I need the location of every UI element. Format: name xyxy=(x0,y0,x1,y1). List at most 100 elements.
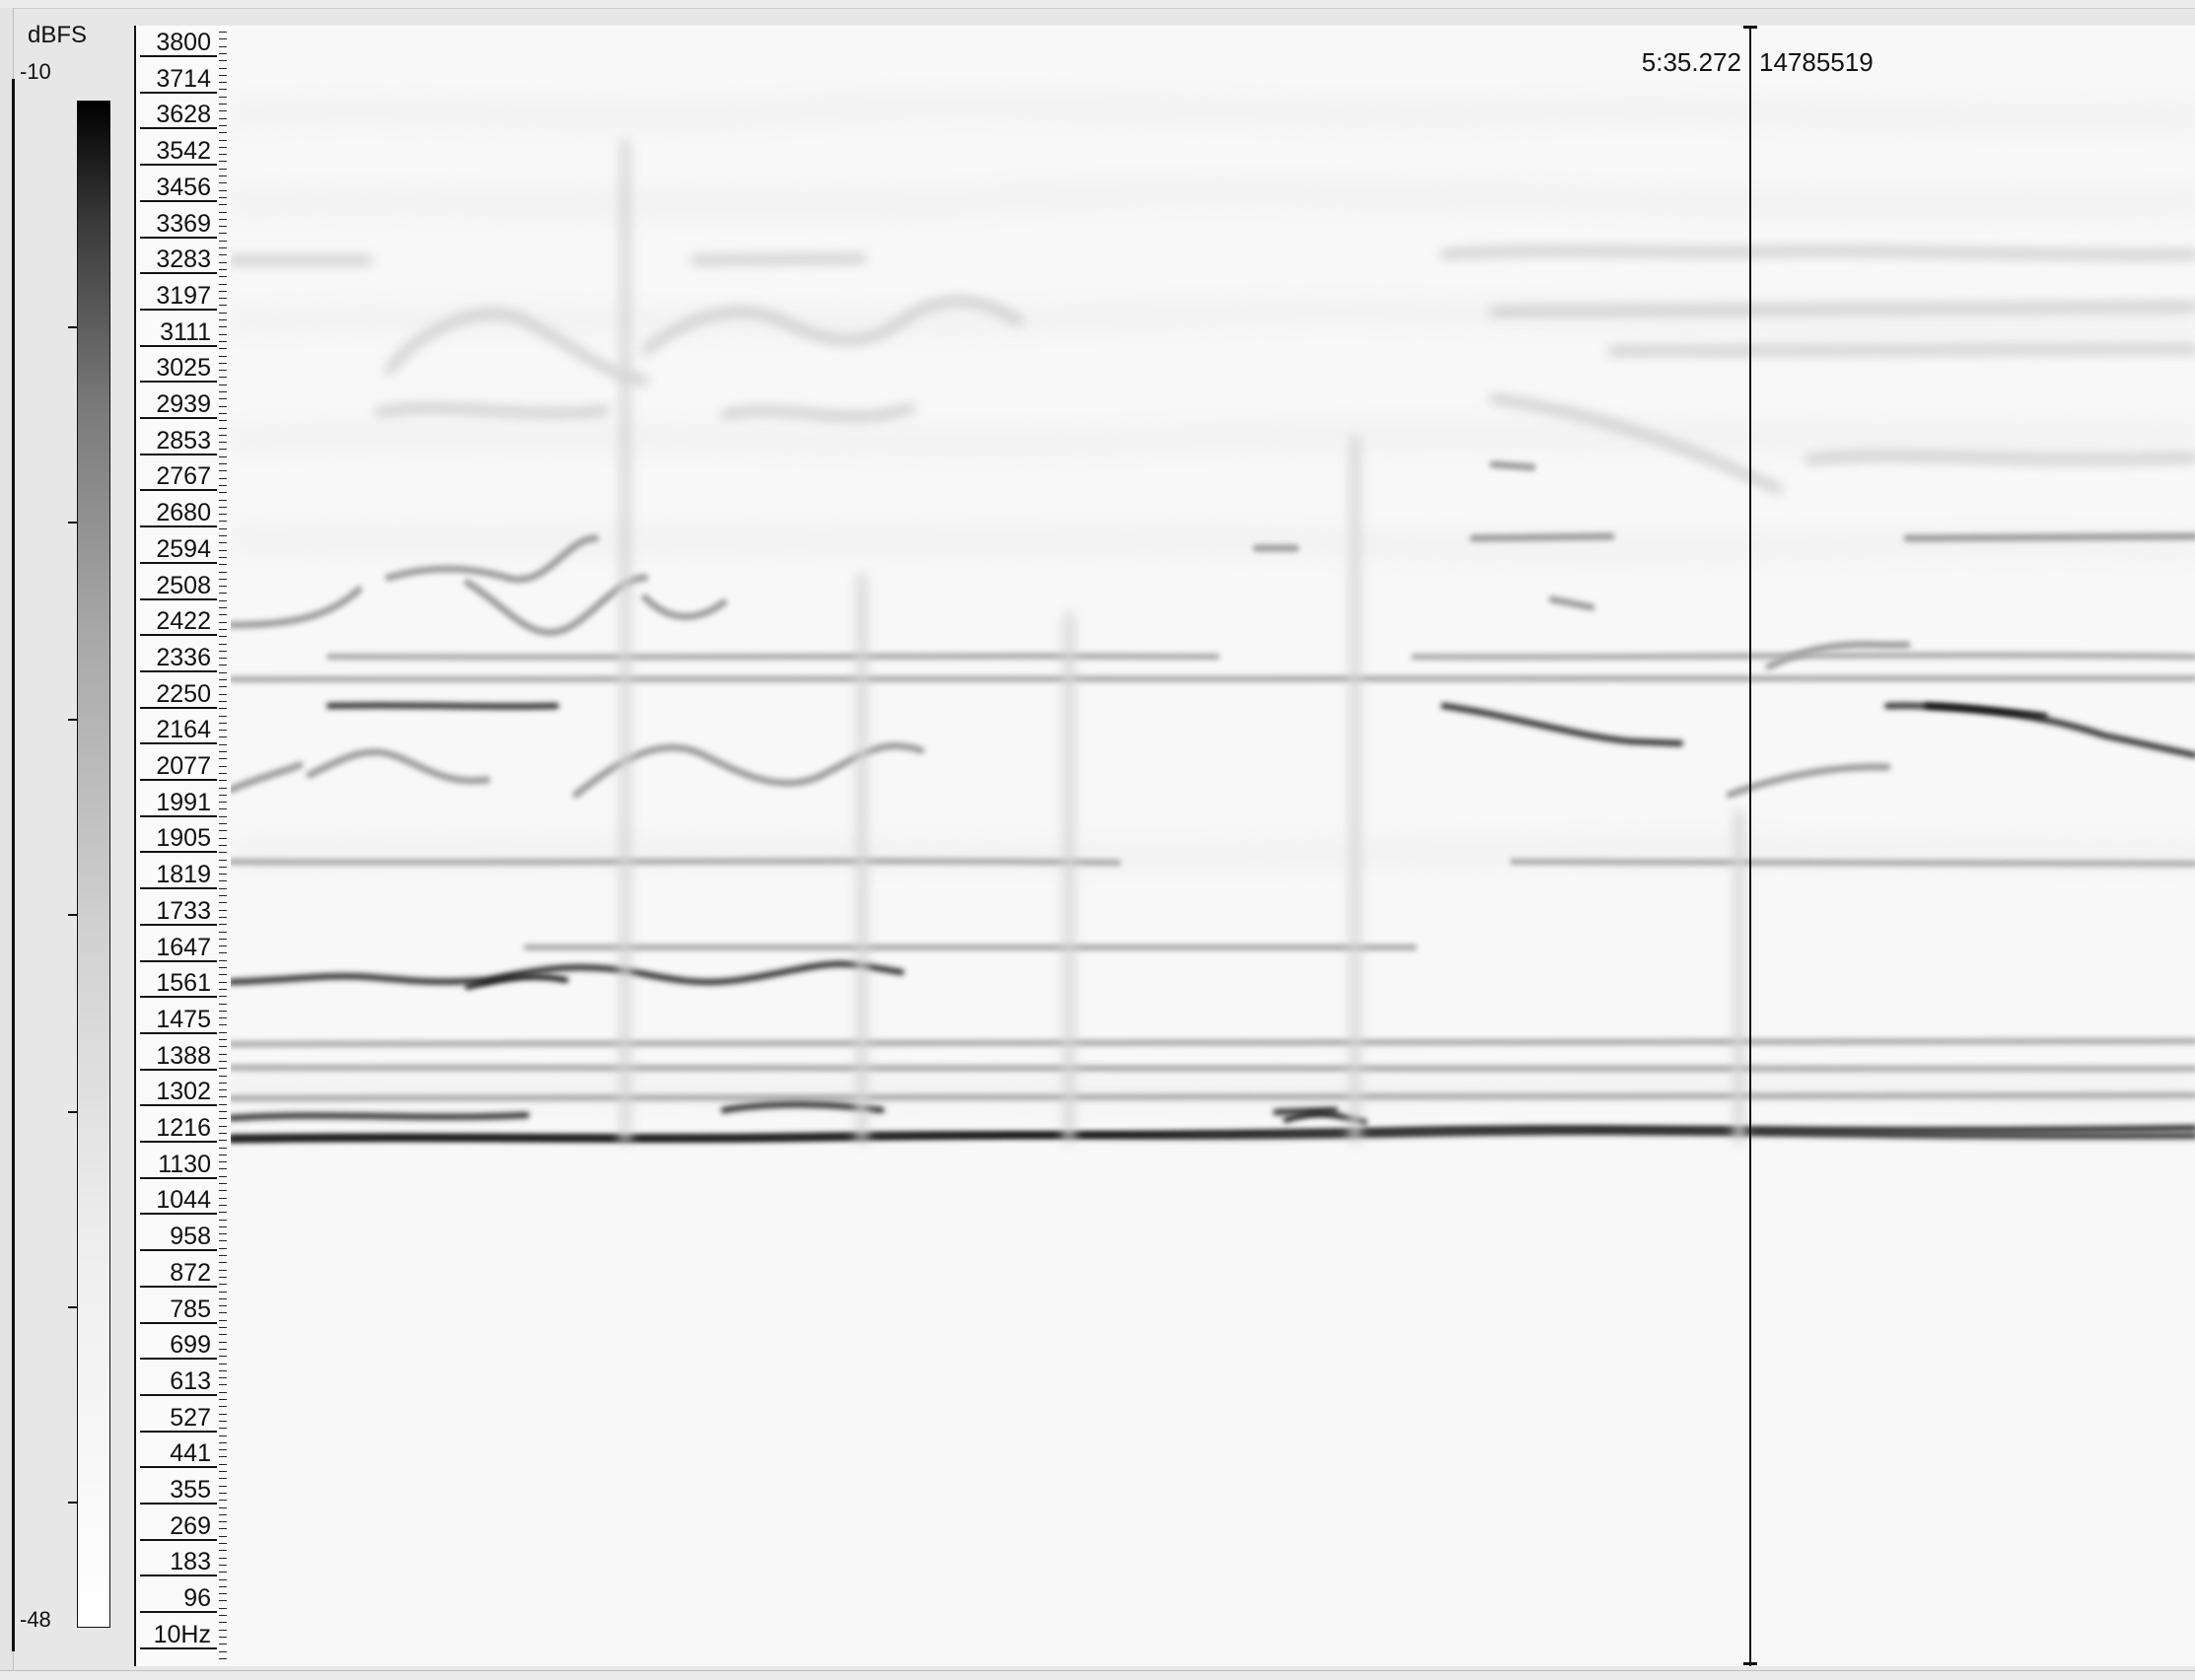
frequency-minor-tick xyxy=(219,1506,227,1508)
frequency-minor-tick xyxy=(219,1607,227,1609)
frequency-minor-tick xyxy=(219,1068,227,1070)
scale-tick xyxy=(68,1306,78,1308)
frequency-minor-tick xyxy=(219,218,227,220)
frequency-label: 2939 xyxy=(140,389,217,419)
frequency-minor-tick xyxy=(219,1348,227,1350)
frequency-minor-tick xyxy=(219,542,227,544)
playhead-cursor[interactable] xyxy=(1749,26,1751,1666)
frequency-minor-tick xyxy=(219,902,227,904)
frequency-minor-tick xyxy=(219,1369,227,1371)
frequency-minor-tick xyxy=(219,82,227,84)
frequency-minor-tick xyxy=(219,117,227,119)
playhead-cap-top xyxy=(1743,26,1757,29)
frequency-minor-tick xyxy=(219,189,227,191)
scale-tick xyxy=(68,914,78,916)
frequency-minor-tick xyxy=(219,1406,227,1408)
frequency-label: 1647 xyxy=(140,933,217,962)
frequency-label: 1733 xyxy=(140,896,217,926)
frequency-label: 2594 xyxy=(140,534,217,564)
frequency-minor-tick xyxy=(219,621,227,623)
frequency-minor-tick xyxy=(219,988,227,990)
frequency-label: 183 xyxy=(140,1547,217,1577)
frequency-label: 1561 xyxy=(140,968,217,999)
frequency-label: 3714 xyxy=(140,64,217,94)
frequency-minor-tick xyxy=(219,1441,227,1443)
frequency-minor-tick xyxy=(219,1031,227,1033)
frequency-minor-tick xyxy=(219,787,227,789)
frequency-minor-tick xyxy=(219,1024,227,1026)
frequency-minor-tick xyxy=(219,276,227,278)
spectrogram-plot[interactable] xyxy=(231,26,2195,1666)
frequency-label: 958 xyxy=(140,1222,217,1252)
frequency-minor-tick xyxy=(219,261,227,263)
frequency-minor-tick xyxy=(219,924,227,926)
frequency-minor-tick xyxy=(219,1528,227,1530)
frequency-minor-tick xyxy=(219,549,227,551)
scale-tick xyxy=(68,522,78,524)
frequency-minor-tick xyxy=(219,1060,227,1062)
frequency-label: 1302 xyxy=(140,1077,217,1107)
frequency-label: 3628 xyxy=(140,100,217,130)
frequency-minor-tick xyxy=(219,1233,227,1235)
frequency-minor-tick xyxy=(219,139,227,141)
frequency-minor-tick xyxy=(219,686,227,688)
frequency-label: 441 xyxy=(140,1438,217,1469)
frequency-minor-tick xyxy=(219,96,227,98)
frequency-minor-tick xyxy=(219,859,227,861)
frequency-minor-tick xyxy=(219,319,227,320)
frequency-minor-tick xyxy=(219,1535,227,1537)
frequency-minor-tick xyxy=(219,412,227,414)
strong-contours xyxy=(231,702,2195,1141)
frequency-label: 3197 xyxy=(140,281,217,311)
frequency-minor-tick xyxy=(219,730,227,732)
frequency-label: 527 xyxy=(140,1403,217,1433)
frequency-minor-tick xyxy=(219,1413,227,1415)
frequency-label: 2077 xyxy=(140,751,217,781)
frequency-minor-tick xyxy=(219,1255,227,1256)
frequency-minor-tick xyxy=(219,607,227,608)
frequency-minor-tick xyxy=(219,67,227,69)
frequency-minor-tick xyxy=(219,1471,227,1472)
frequency-minor-tick xyxy=(219,1550,227,1552)
frequency-minor-tick xyxy=(219,1521,227,1523)
frequency-minor-tick xyxy=(219,708,227,710)
harmonic-bands xyxy=(231,652,2195,1101)
color-scale-bar xyxy=(68,101,110,1628)
frequency-minor-tick xyxy=(219,60,227,62)
frequency-minor-tick xyxy=(219,1197,227,1199)
frequency-minor-tick xyxy=(219,1391,227,1393)
frequency-minor-tick xyxy=(219,204,227,206)
frequency-minor-tick xyxy=(219,578,227,580)
frequency-minor-tick xyxy=(219,355,227,357)
frequency-minor-tick xyxy=(219,628,227,630)
frequency-minor-tick xyxy=(219,967,227,968)
frequency-minor-tick xyxy=(219,1111,227,1112)
frequency-minor-tick xyxy=(219,1247,227,1249)
playhead-cap-bottom xyxy=(1743,1662,1757,1665)
frequency-label: 3369 xyxy=(140,209,217,239)
frequency-minor-tick xyxy=(219,1399,227,1400)
frequency-minor-tick xyxy=(219,470,227,472)
frequency-minor-tick xyxy=(219,916,227,918)
frequency-minor-tick xyxy=(219,586,227,588)
frequency-minor-tick xyxy=(219,880,227,882)
frequency-minor-tick xyxy=(219,442,227,444)
frequency-minor-tick xyxy=(219,492,227,494)
frequency-minor-tick xyxy=(219,1262,227,1264)
frequency-minor-tick xyxy=(219,1564,227,1566)
frequency-minor-tick xyxy=(219,743,227,745)
transient-streaks xyxy=(620,139,1744,1145)
frequency-label: 1475 xyxy=(140,1005,217,1034)
frequency-minor-tick xyxy=(219,693,227,695)
frequency-minor-tick xyxy=(219,1140,227,1142)
frequency-minor-tick xyxy=(219,1593,227,1595)
frequency-minor-tick xyxy=(219,1046,227,1048)
frequency-minor-tick xyxy=(219,1161,227,1163)
frequency-minor-tick xyxy=(219,124,227,126)
frequency-minor-tick xyxy=(219,38,227,40)
frequency-minor-tick xyxy=(219,32,227,33)
frequency-minor-tick xyxy=(219,1428,227,1430)
frequency-minor-tick xyxy=(219,463,227,464)
frequency-minor-tick xyxy=(219,643,227,645)
frequency-label: 2336 xyxy=(140,643,217,672)
